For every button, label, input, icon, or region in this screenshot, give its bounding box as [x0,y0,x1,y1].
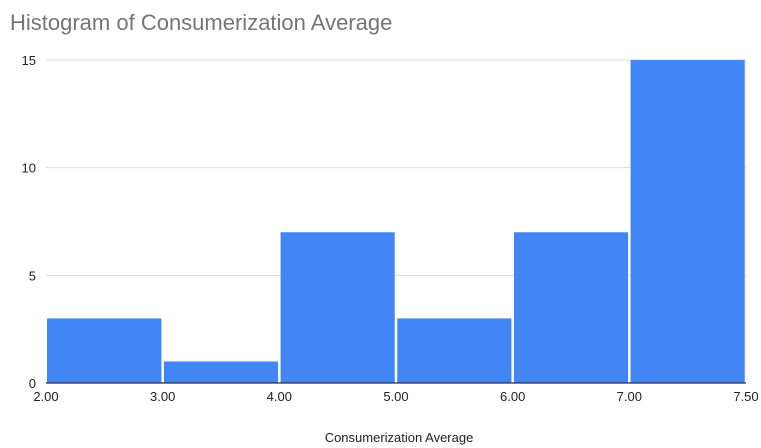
x-tick-label: 5.00 [383,389,408,404]
x-axis-title: Consumerization Average [325,430,474,445]
histogram-bar [280,232,395,383]
y-tick-label: 5 [29,268,36,283]
x-tick-label: 7.00 [617,389,642,404]
y-tick-label: 15 [22,53,36,68]
y-tick-label: 10 [22,161,36,176]
x-tick-label: 3.00 [150,389,175,404]
y-tick-label: 0 [29,376,36,391]
histogram-bar [47,318,162,383]
chart-title: Histogram of Consumerization Average [10,10,392,35]
x-tick-label: 2.00 [33,389,58,404]
histogram-bar [397,318,512,383]
x-tick-label: 4.00 [267,389,292,404]
histogram-bar [630,60,745,383]
x-tick-label: 7.50 [733,389,758,404]
histogram-bar [513,232,629,383]
x-tick-label: 6.00 [500,389,525,404]
histogram-bar [163,361,279,383]
bars [47,60,745,383]
gridlines [46,59,746,276]
y-axis-tick-labels: 0 5 10 15 [22,53,36,391]
x-axis-tick-labels: 2.00 3.00 4.00 5.00 6.00 7.00 7.50 [33,389,758,404]
